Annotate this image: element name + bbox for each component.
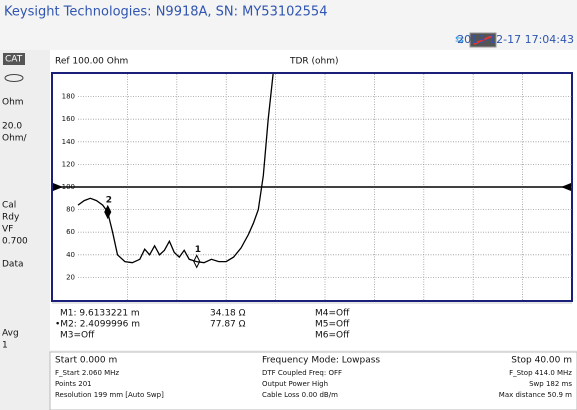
marker bbox=[193, 254, 201, 269]
ref-label: Ref 100.00 Ohm bbox=[55, 57, 128, 67]
footer-left: Points 201 bbox=[55, 380, 92, 388]
sidebar-label: 0.700 bbox=[2, 237, 28, 247]
footer-right: Max distance 50.9 m bbox=[499, 391, 572, 399]
y-tick-label: 180 bbox=[62, 93, 75, 101]
footer-right: F_Stop 414.0 MHz bbox=[509, 369, 572, 377]
reference-arrow-left bbox=[53, 183, 63, 191]
cat-box bbox=[3, 53, 25, 65]
battery-icon-mark bbox=[473, 35, 493, 45]
sidebar-label: VF bbox=[2, 225, 13, 235]
footer-left: F_Start 2.060 MHz bbox=[55, 369, 119, 377]
marker-table-cell: 77.87 Ω bbox=[210, 320, 246, 330]
footer-mode: Frequency Mode: Lowpass bbox=[262, 356, 380, 366]
footer-stop: Stop 40.00 m bbox=[511, 356, 572, 366]
y-tick-label: 120 bbox=[62, 160, 75, 168]
marker-label: 2 bbox=[106, 196, 112, 206]
footer-right: Swp 182 ms bbox=[529, 380, 572, 388]
footer-center: Cable Loss 0.00 dB/m bbox=[262, 391, 338, 399]
marker-table-cell: 34.18 Ω bbox=[210, 309, 246, 319]
marker-table-cell: M5=Off bbox=[315, 320, 350, 330]
datetime: 2019-12-17 17:04:43 bbox=[457, 33, 574, 46]
icon bbox=[4, 74, 24, 82]
title: Keysight Technologies: N9918A, SN: MY531… bbox=[4, 5, 327, 20]
sidebar-label: Rdy bbox=[2, 213, 20, 223]
sidebar-label: CAT bbox=[5, 55, 23, 65]
main-panel bbox=[50, 50, 577, 350]
trace bbox=[77, 73, 274, 264]
y-tick-label: 160 bbox=[62, 115, 75, 123]
y-tick-label: 80 bbox=[66, 206, 75, 214]
sidebar-label: Avg bbox=[2, 329, 19, 339]
sidebar-label: Data bbox=[2, 260, 24, 270]
sidebar-label: Cal bbox=[2, 201, 16, 211]
y-tick-label: 140 bbox=[62, 138, 75, 146]
y-tick-label: 60 bbox=[66, 228, 75, 236]
sidebar bbox=[0, 50, 50, 410]
footer-start: Start 0.000 m bbox=[55, 356, 117, 366]
marker-table-cell: M6=Off bbox=[315, 331, 350, 341]
plot-frame bbox=[51, 72, 573, 302]
footer-center: DTF Coupled Freq: OFF bbox=[262, 369, 342, 377]
footer-left: Resolution 199 mm [Auto Swp] bbox=[55, 391, 164, 399]
usb-icon: ⇆ bbox=[455, 33, 464, 46]
sidebar-label: Ohm/ bbox=[2, 134, 28, 144]
footer-center: Output Power High bbox=[262, 380, 328, 388]
marker-table-cell: M1: 9.6133221 m bbox=[60, 309, 140, 319]
footer-panel bbox=[49, 351, 577, 410]
y-tick-label: 40 bbox=[66, 251, 75, 259]
marker-label: 1 bbox=[195, 245, 201, 255]
reference-arrow-right bbox=[561, 183, 571, 191]
y-tick-label: 20 bbox=[66, 273, 75, 281]
sidebar-label: Ohm bbox=[2, 98, 24, 108]
trace-label: TDR (ohm) bbox=[289, 57, 339, 67]
sidebar-label: 20.0 bbox=[2, 122, 22, 132]
marker-table-cell: M3=Off bbox=[60, 331, 95, 341]
marker-table-cell: M4=Off bbox=[315, 309, 350, 319]
marker-table-cell: •M2: 2.4099996 m bbox=[55, 320, 140, 330]
marker bbox=[104, 204, 112, 220]
sidebar-label: 1 bbox=[2, 341, 8, 351]
